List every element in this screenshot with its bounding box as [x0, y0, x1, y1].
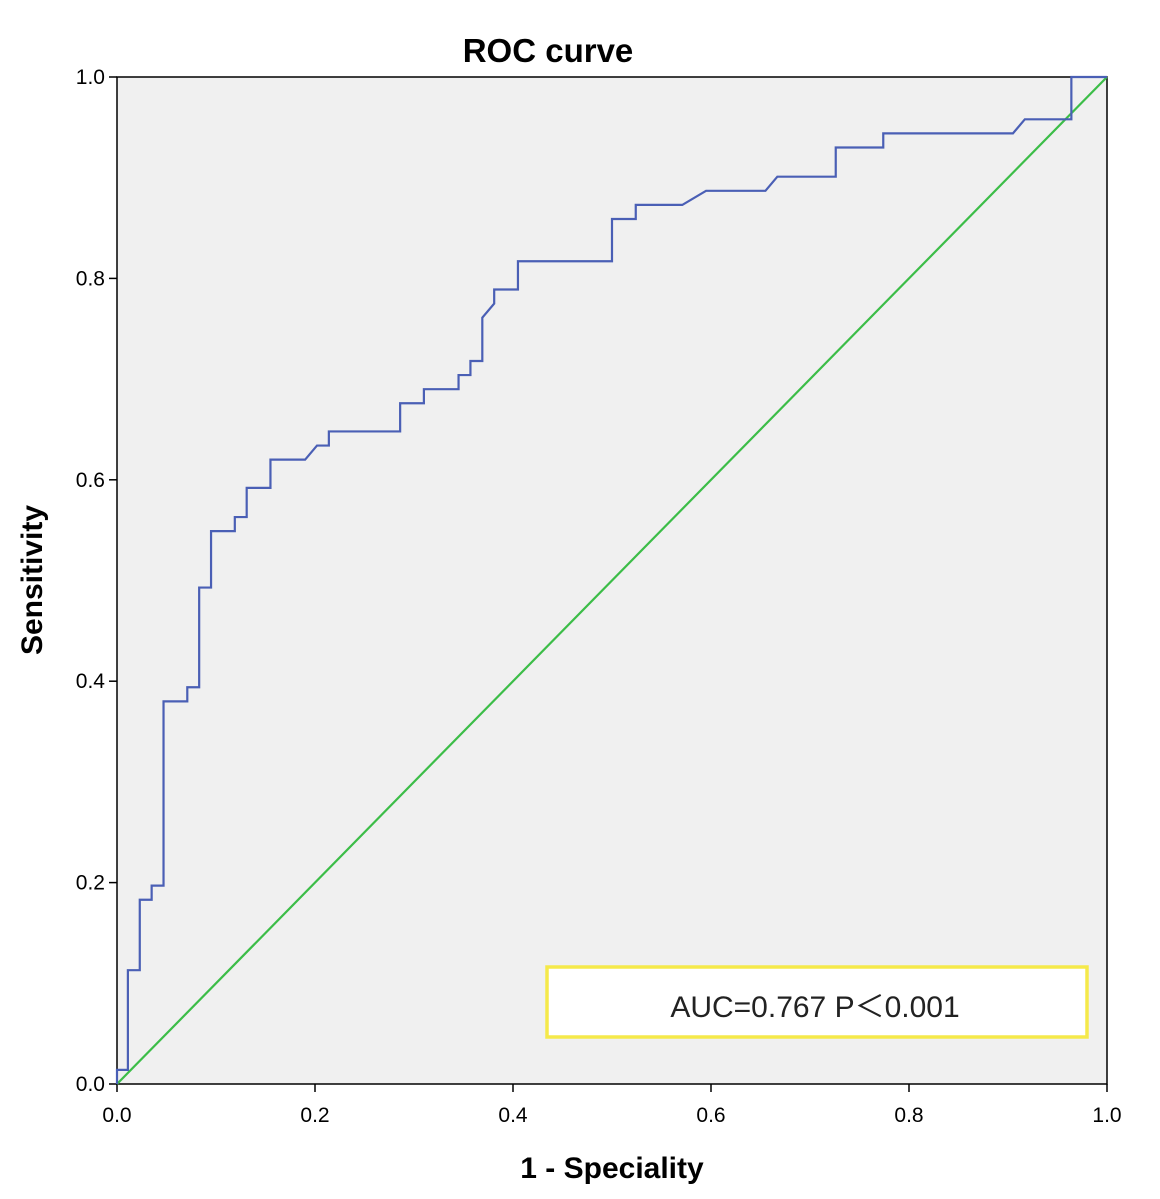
y-tick-label: 0.6: [76, 469, 105, 492]
y-tick-label: 0.4: [76, 670, 106, 693]
chart-title: ROC curve: [463, 32, 634, 69]
y-axis-label: Sensitivity: [16, 505, 49, 655]
x-axis-label: 1 - Speciality: [520, 1152, 704, 1185]
y-axis: 0.0 0.2 0.4 0.6 0.8 1.0: [76, 66, 117, 1096]
y-tick-label: 0.2: [76, 872, 105, 895]
annotation-box: AUC=0.767 P＜0.001: [545, 965, 1089, 1039]
x-axis: 0.0 0.2 0.4 0.6 0.8 1.0: [102, 1084, 1122, 1127]
y-tick-label: 1.0: [76, 66, 105, 89]
annotation-text: AUC=0.767 P＜0.001: [670, 991, 959, 1024]
y-tick-label: 0.0: [76, 1073, 105, 1096]
x-tick-label: 0.4: [498, 1104, 528, 1127]
x-tick-label: 0.2: [300, 1104, 329, 1127]
x-tick-label: 0.8: [894, 1104, 923, 1127]
roc-curve-line: [115, 75, 1107, 1084]
x-tick-label: 0.6: [696, 1104, 725, 1127]
reference-diagonal-line: [116, 76, 1108, 1085]
x-tick-label: 1.0: [1092, 1104, 1121, 1127]
x-tick-label: 0.0: [102, 1104, 131, 1127]
y-tick-label: 0.8: [76, 267, 105, 290]
series-layer: [115, 75, 1108, 1085]
annotation-border: [545, 965, 1089, 1039]
